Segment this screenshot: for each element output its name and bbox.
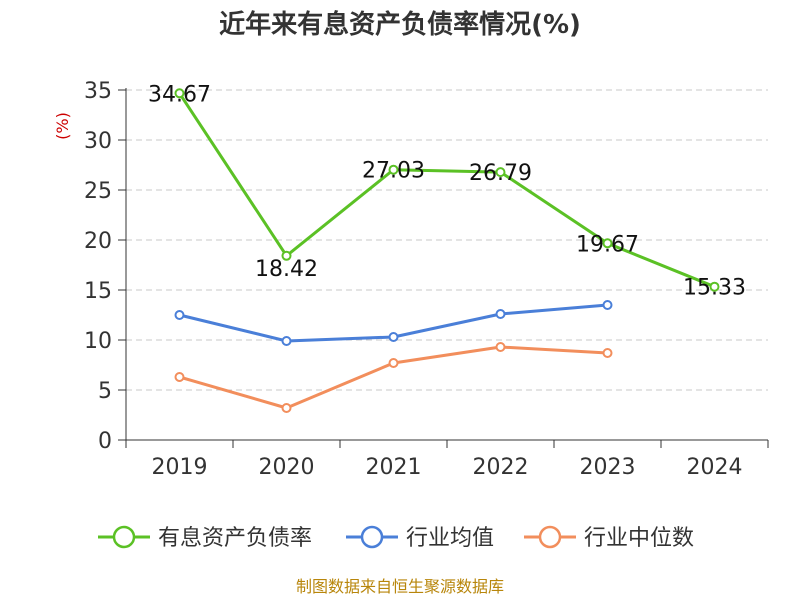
grid-lines [126, 89, 768, 391]
data-point [709, 281, 720, 292]
x-tick-label: 2020 [259, 455, 315, 480]
x-tick-label: 2019 [152, 455, 208, 480]
axes: 0 5 10 15 20 25 30 35 2019 2020 2021 2022 2023 2024 [84, 79, 769, 480]
y-axis-label: (%) [53, 112, 72, 140]
chart-title: 近年来有息资产负债率情况(%) [219, 9, 581, 40]
data-label: 34.67 [148, 82, 211, 107]
x-tick-label: 2022 [473, 455, 529, 480]
data-point [388, 332, 399, 342]
data-point [495, 342, 506, 352]
data-label: 15.33 [683, 276, 746, 301]
legend-marker [360, 525, 384, 549]
x-tick-label: 2023 [580, 455, 636, 480]
data-point [281, 336, 292, 346]
data-point [495, 167, 506, 178]
y-tick-label: 5 [98, 379, 112, 404]
data-point [602, 238, 613, 249]
x-tick-label: 2021 [366, 455, 422, 480]
x-tick-label: 2024 [687, 455, 743, 480]
y-tick-label: 20 [84, 229, 112, 254]
data-point [281, 250, 292, 261]
y-tick-label: 10 [84, 329, 112, 354]
data-point [602, 348, 613, 358]
data-label: 19.67 [576, 232, 639, 257]
data-label: 26.79 [469, 161, 532, 186]
data-label: 18.42 [255, 257, 318, 282]
data-point [174, 310, 185, 320]
data-point [174, 372, 185, 382]
y-tick-label: 15 [84, 279, 112, 304]
data-point [495, 309, 506, 319]
y-tick-label: 35 [84, 79, 112, 104]
data-label: 27.03 [362, 159, 425, 184]
legend: 有息资产负债率 行业均值 行业中位数 [98, 525, 694, 551]
series-group [174, 88, 720, 413]
y-tick-label: 30 [84, 129, 112, 154]
legend-label: 行业均值 [406, 526, 494, 551]
y-tick-label: 0 [98, 429, 112, 454]
data-point [388, 164, 399, 175]
series-line [179, 345, 608, 410]
series-line [178, 92, 716, 289]
data-point [281, 403, 292, 413]
data-point [602, 300, 613, 310]
y-tick-label: 25 [84, 179, 112, 204]
data-point [388, 358, 399, 368]
legend-label: 行业中位数 [584, 526, 694, 551]
data-labels: 34.67 18.42 27.03 26.79 19.67 15.33 [148, 82, 746, 300]
data-point [174, 88, 185, 99]
legend-label: 有息资产负债率 [158, 526, 312, 551]
legend-marker [538, 525, 562, 549]
source-note: 制图数据来自恒生聚源数据库 [296, 577, 504, 596]
legend-marker [112, 525, 136, 549]
